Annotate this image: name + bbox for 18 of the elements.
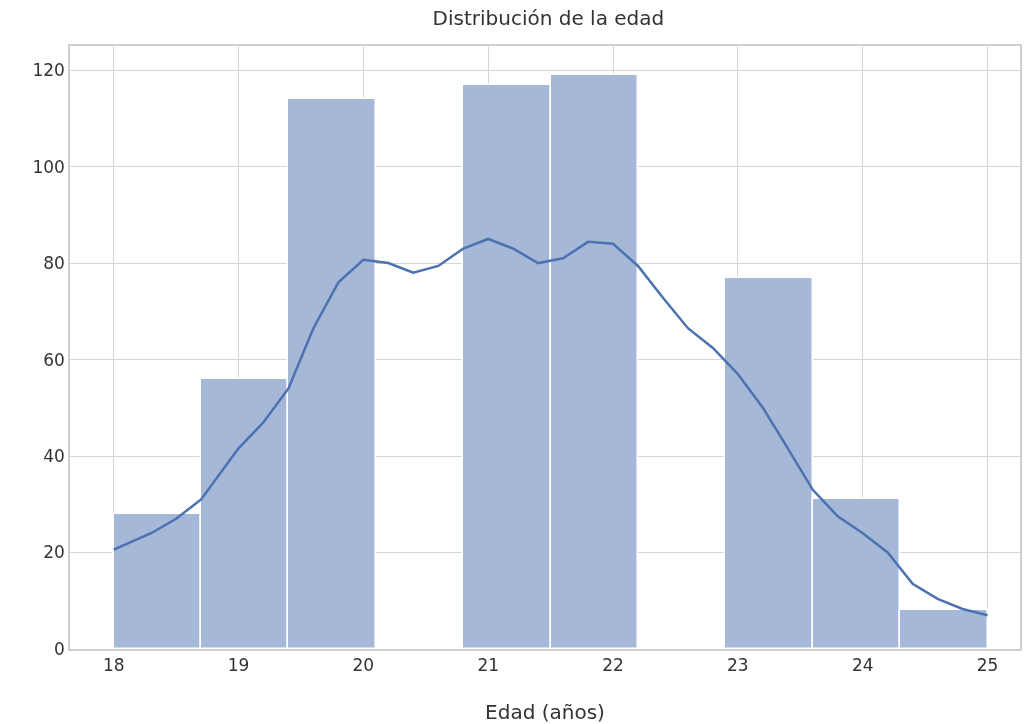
y-tick-label: 60: [43, 349, 65, 370]
x-tick-label: 24: [851, 655, 874, 676]
chart-title: Distribución de la edad: [432, 5, 665, 30]
y-tick-label: 80: [43, 253, 65, 274]
x-axis-title: Edad (años): [485, 700, 605, 724]
x-tick-label: 23: [727, 655, 749, 676]
y-tick-label: 20: [43, 542, 65, 563]
x-tick-label: 18: [102, 655, 125, 676]
x-tick-label: 19: [227, 655, 250, 676]
line-series: [112, 237, 989, 617]
x-tick-label: 20: [352, 655, 375, 676]
x-tick-label: 22: [602, 655, 624, 676]
x-tick-label: 25: [976, 655, 999, 676]
y-tick-label: 120: [32, 60, 65, 81]
x-tick-label: 21: [477, 655, 500, 676]
y-tick-label: 40: [43, 445, 65, 466]
y-tick-label: 100: [32, 156, 65, 177]
y-tick-label: 0: [54, 638, 65, 659]
